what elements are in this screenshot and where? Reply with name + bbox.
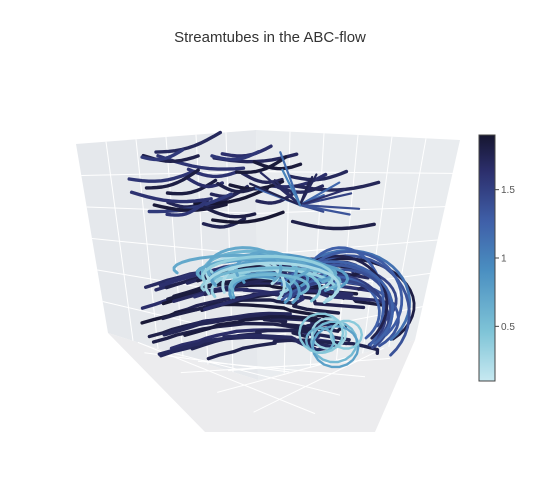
streamtube [298,189,346,207]
streamtube [298,203,361,210]
colorbar-tick-label: 1.5 [501,185,515,196]
streamtube [298,312,345,354]
streamtube [311,325,360,369]
colorbar-tick-label: 1 [501,254,507,265]
streamtube [298,181,341,207]
streamtube [127,169,196,183]
streamtube [140,148,185,162]
streamtube [165,200,207,217]
streamtube [310,320,358,364]
streamtube [206,246,283,283]
chart-title: Streamtubes in the ABC-flow [174,29,366,46]
streamtube [229,273,310,296]
colorbar-tick-label: 0.5 [501,322,515,333]
streamtube [154,130,222,154]
streamtube [186,176,224,189]
streamtube [298,203,351,216]
streamtube [211,210,285,224]
streamtube [206,338,380,361]
streamtube [302,246,385,347]
streamtube [129,190,213,204]
streamtube [329,319,363,350]
streamtube [302,250,404,337]
streamtube [290,219,376,231]
streamtube [252,160,303,171]
streamtube [235,155,288,174]
grid-line [144,352,290,373]
streamtube [273,179,302,207]
colorbar: 0.5 1 1.5 [478,134,515,382]
grid-line [253,347,384,413]
streamtube [157,333,317,356]
streamtube [147,192,233,214]
streamtube [249,182,302,207]
streamtube [255,191,296,205]
streamtube [144,168,200,190]
streamtube [210,150,261,162]
colorbar-gradient [478,134,496,382]
colorbar-ticks: 0.5 1 1.5 [495,185,515,333]
streamtubes [127,130,416,369]
streamtube [204,261,341,302]
streamtube [216,181,257,194]
streamtube [298,180,311,207]
scene-3d[interactable] [76,130,460,432]
grid-line [167,351,341,396]
streamtube [151,321,318,344]
streamtube [281,168,302,207]
grid-line [197,360,366,378]
grid-line [227,357,391,372]
streamtube [211,266,342,291]
streamtube [203,205,257,219]
left-wall-pane [76,130,258,380]
